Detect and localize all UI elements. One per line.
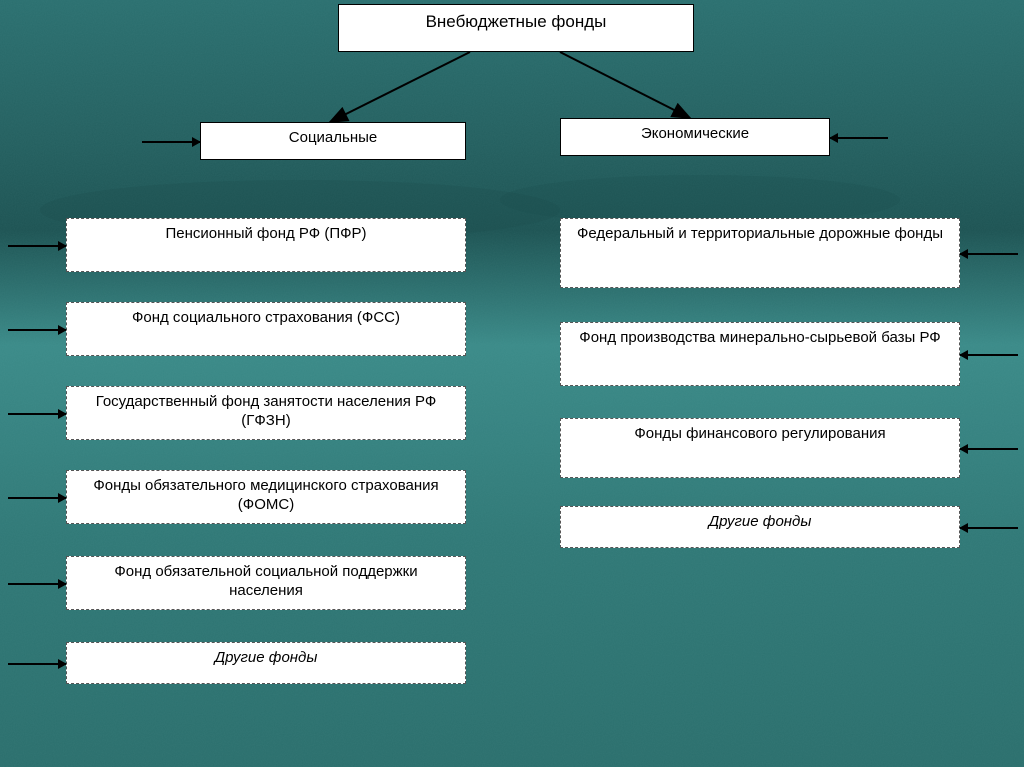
right-item-2: Фонды финансового регулирования: [560, 418, 960, 478]
left-item-2: Государственный фонд занятости населения…: [66, 386, 466, 440]
branch-left-label: Социальные: [289, 129, 377, 148]
side-arrow: [960, 448, 1018, 450]
left-item-1-label: Фонд социального страхования (ФСС): [132, 309, 400, 328]
left-item-2-label: Государственный фонд занятости населения…: [76, 393, 456, 431]
right-item-1-label: Фонд производства минерально-сырьевой ба…: [579, 329, 940, 348]
side-arrow: [8, 245, 66, 247]
right-item-2-label: Фонды финансового регулирования: [634, 425, 885, 444]
root-box-label: Внебюджетные фонды: [426, 11, 607, 32]
side-arrow: [8, 413, 66, 415]
diagram-content: Внебюджетные фонды Социальные Экономически…: [0, 0, 1024, 767]
side-arrow: [960, 354, 1018, 356]
left-item-3-label: Фонды обязательного медицинского страхов…: [76, 477, 456, 515]
side-arrow: [830, 137, 888, 139]
side-arrow: [8, 329, 66, 331]
side-arrow: [142, 141, 200, 143]
right-item-3: Другие фонды: [560, 506, 960, 548]
right-item-1: Фонд производства минерально-сырьевой ба…: [560, 322, 960, 386]
branch-right-label: Экономические: [641, 125, 749, 144]
left-item-0-label: Пенсионный фонд РФ (ПФР): [166, 225, 367, 244]
right-item-0: Федеральный и территориальные дорожные ф…: [560, 218, 960, 288]
side-arrow: [960, 527, 1018, 529]
branch-left: Социальные: [200, 122, 466, 160]
left-item-0: Пенсионный фонд РФ (ПФР): [66, 218, 466, 272]
left-item-3: Фонды обязательного медицинского страхов…: [66, 470, 466, 524]
left-item-4-label: Фонд обязательной социальной поддержки н…: [76, 563, 456, 601]
left-item-5-label: Другие фонды: [215, 649, 318, 668]
left-item-1: Фонд социального страхования (ФСС): [66, 302, 466, 356]
left-item-4: Фонд обязательной социальной поддержки н…: [66, 556, 466, 610]
side-arrow: [8, 663, 66, 665]
branch-right: Экономические: [560, 118, 830, 156]
left-item-5: Другие фонды: [66, 642, 466, 684]
side-arrow: [960, 253, 1018, 255]
right-item-0-label: Федеральный и территориальные дорожные ф…: [577, 225, 943, 244]
right-item-3-label: Другие фонды: [709, 513, 812, 532]
side-arrow: [8, 497, 66, 499]
root-box: Внебюджетные фонды: [338, 4, 694, 52]
side-arrow: [8, 583, 66, 585]
